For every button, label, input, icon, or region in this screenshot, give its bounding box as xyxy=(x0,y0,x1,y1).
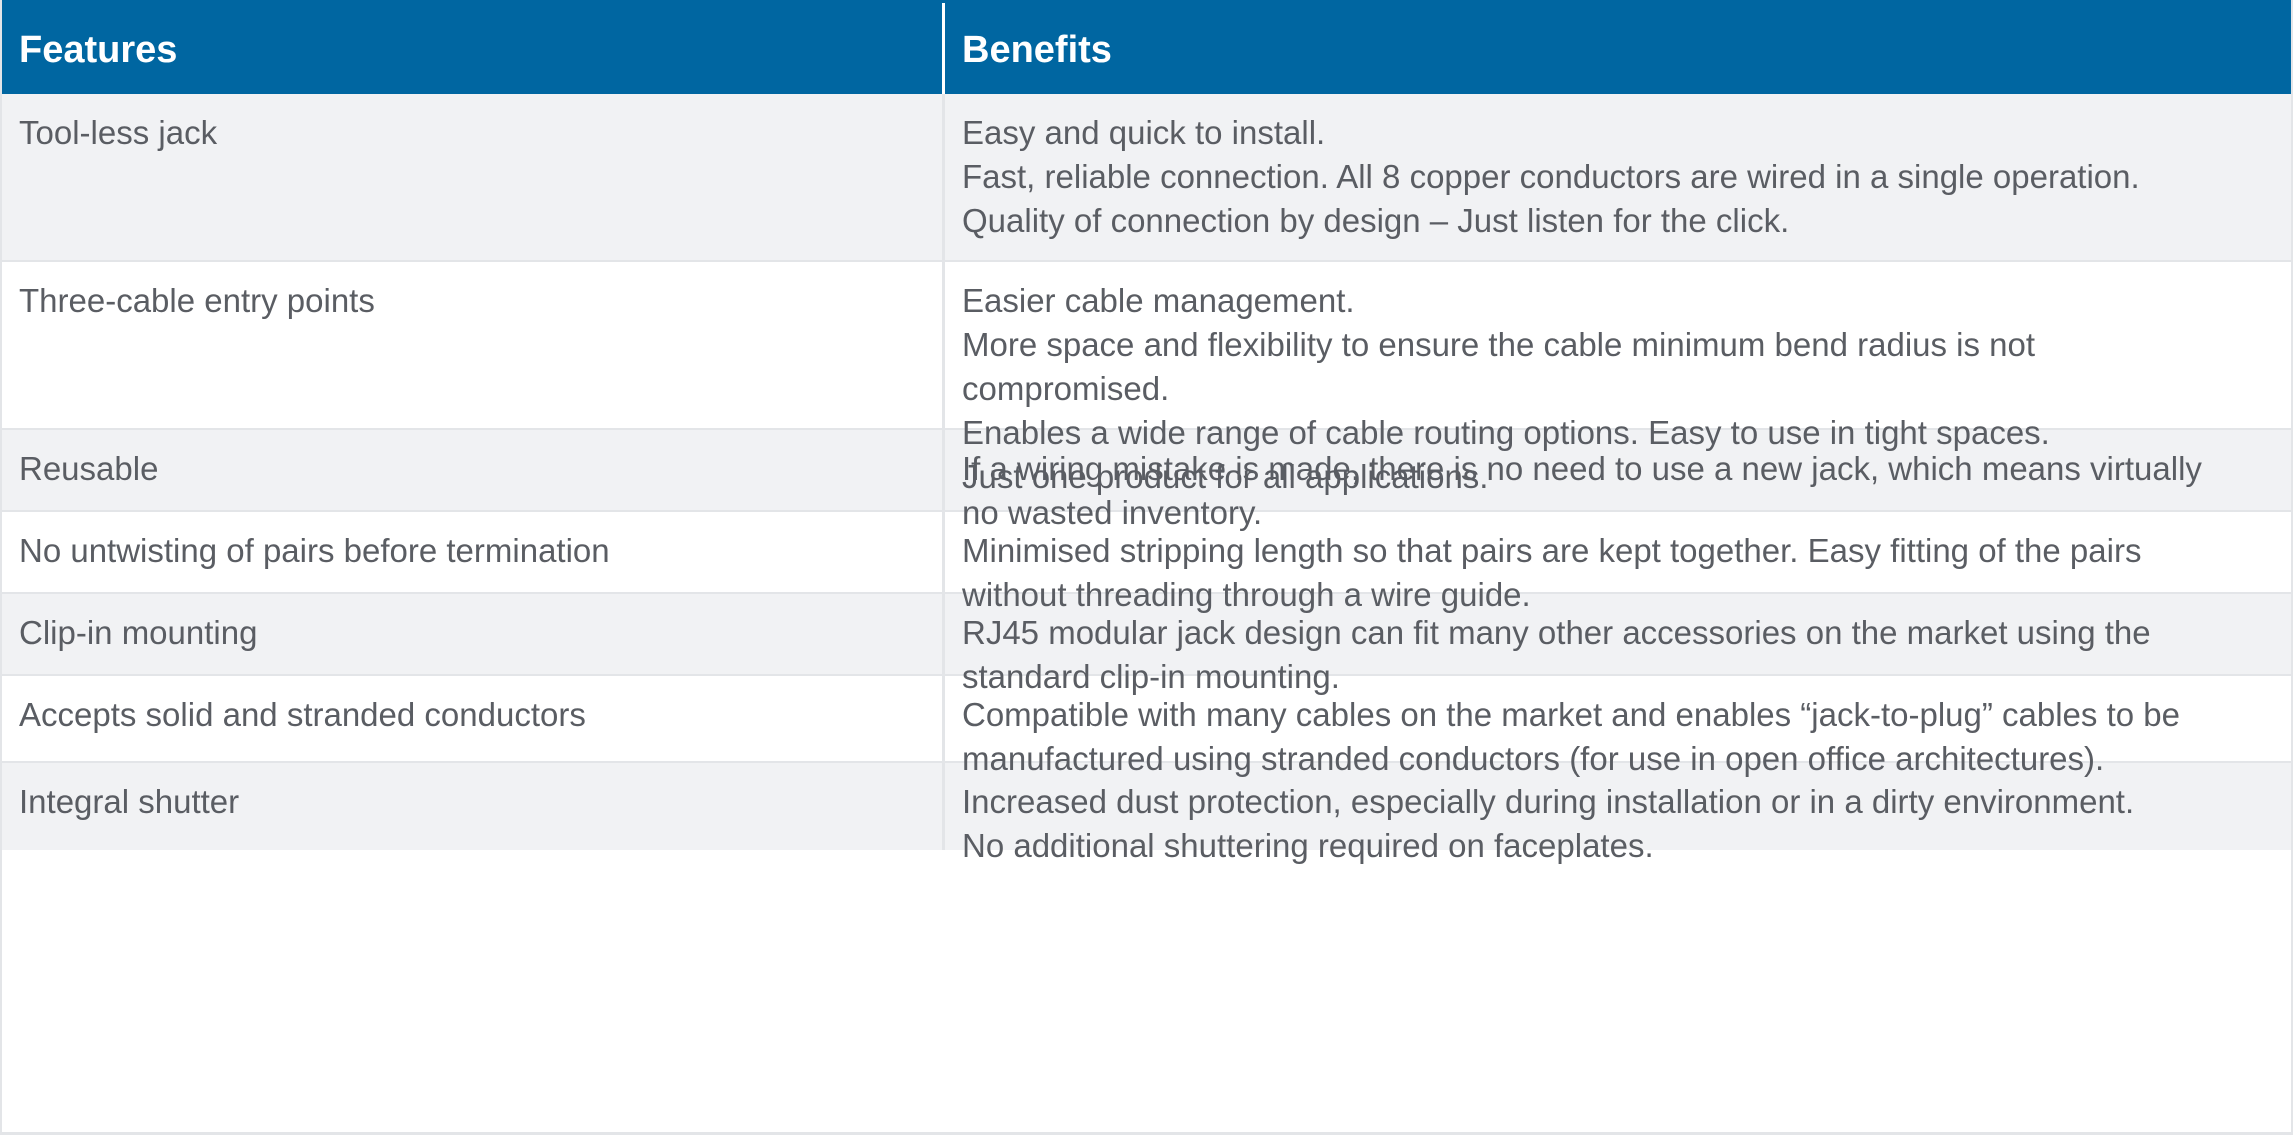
table-row: Clip-in mounting RJ45 modular jack design… xyxy=(2,594,2291,695)
benefits-column-header: Benefits xyxy=(962,29,1112,71)
benefit-cell: RJ45 modular jack design can fit many ot… xyxy=(945,594,2291,695)
benefit-line: manufactured using stranded conductors (… xyxy=(962,740,2105,777)
feature-cell: No untwisting of pairs before terminatio… xyxy=(2,512,945,592)
benefit-line: Quality of connection by design – Just l… xyxy=(962,202,1790,239)
table-row: Tool-less jack Easy and quick to install.… xyxy=(2,94,2291,262)
benefit-cell: Compatible with many cables on the marke… xyxy=(945,676,2291,777)
benefit-line: Minimised stripping length so that pairs… xyxy=(962,532,2142,569)
table-header-row: Features Benefits xyxy=(2,0,2291,94)
benefit-line: without threading through a wire guide. xyxy=(962,576,1531,613)
table-row: Integral shutter Increased dust protectio… xyxy=(2,763,2291,864)
benefit-cell: Easier cable management. More space and f… xyxy=(945,262,2291,495)
features-column-header: Features xyxy=(2,3,945,94)
table-row: Reusable If a wiring mistake is made, the… xyxy=(2,430,2291,531)
feature-cell: Tool-less jack xyxy=(2,94,945,260)
feature-cell: Reusable xyxy=(2,430,945,510)
feature-cell: Accepts solid and stranded conductors xyxy=(2,676,945,761)
benefit-line: RJ45 modular jack design can fit many ot… xyxy=(962,614,2151,651)
benefit-line: If a wiring mistake is made, there is no… xyxy=(962,450,2202,487)
benefit-line: No additional shuttering required on fac… xyxy=(962,827,1654,864)
benefit-line: Enables a wide range of cable routing op… xyxy=(962,414,2050,451)
benefit-cell: Increased dust protection, especially du… xyxy=(945,763,2291,864)
benefit-line: standard clip-in mounting. xyxy=(962,658,1340,695)
benefit-line: Compatible with many cables on the marke… xyxy=(962,696,2180,733)
table-row: Accepts solid and stranded conductors Com… xyxy=(2,676,2291,777)
benefit-line: Fast, reliable connection. All 8 copper … xyxy=(962,158,2140,195)
table-row: No untwisting of pairs before terminatio… xyxy=(2,512,2291,613)
benefit-line: Just one product for all applications. xyxy=(962,458,1489,495)
feature-cell: Three-cable entry points xyxy=(2,262,945,428)
benefit-line: More space and flexibility to ensure the… xyxy=(962,326,2036,363)
benefit-line: no wasted inventory. xyxy=(962,494,1263,531)
feature-cell: Integral shutter xyxy=(2,763,945,850)
benefit-cell: Easy and quick to install. Fast, reliable… xyxy=(945,94,2291,260)
benefit-line: Easy and quick to install. xyxy=(962,114,1326,151)
benefit-line: Increased dust protection, especially du… xyxy=(962,783,2135,820)
feature-cell: Clip-in mounting xyxy=(2,594,945,674)
benefit-cell: Minimised stripping length so that pairs… xyxy=(945,512,2291,613)
table-row: Three-cable entry points Easier cable man… xyxy=(2,262,2291,495)
benefit-line: Easier cable management. xyxy=(962,282,1355,319)
benefit-cell: If a wiring mistake is made, there is no… xyxy=(945,430,2291,531)
benefit-line: compromised. xyxy=(962,370,1170,407)
table-body: Tool-less jack Easy and quick to install.… xyxy=(2,94,2291,864)
